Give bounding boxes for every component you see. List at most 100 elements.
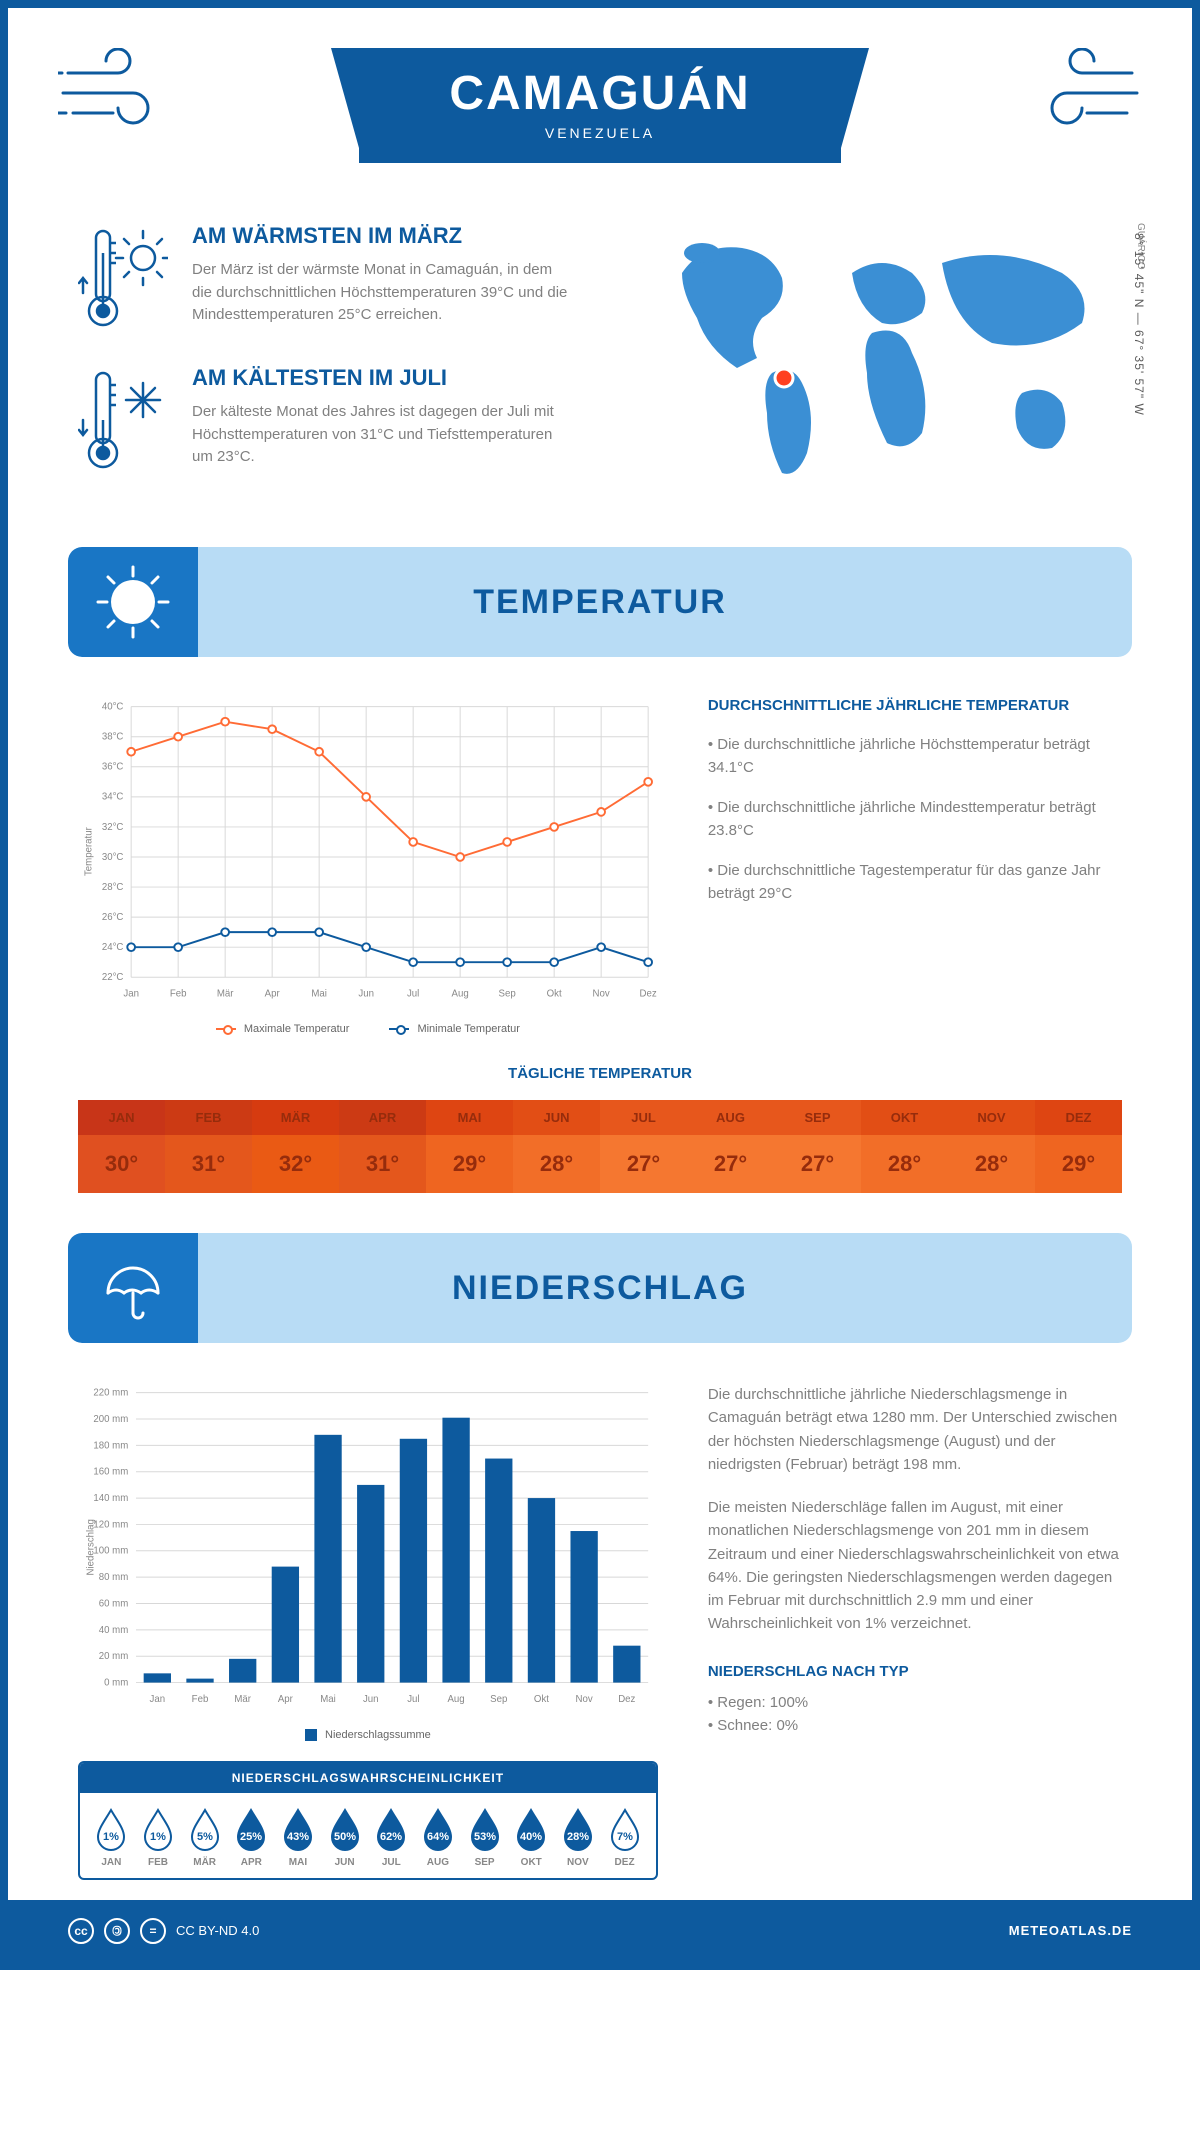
svg-text:38°C: 38°C bbox=[102, 732, 124, 743]
svg-text:200 mm: 200 mm bbox=[93, 1414, 128, 1425]
coordinates: 8° 15' 45" N — 67° 35' 57" W bbox=[1132, 233, 1146, 416]
svg-text:Jul: Jul bbox=[407, 989, 419, 1000]
svg-text:Mai: Mai bbox=[320, 1694, 336, 1705]
svg-text:Aug: Aug bbox=[448, 1694, 465, 1705]
temp-info-title: DURCHSCHNITTLICHE JÄHRLICHE TEMPERATUR bbox=[708, 697, 1122, 714]
precip-text-2: Die meisten Niederschläge fallen im Augu… bbox=[708, 1496, 1122, 1636]
footer: cc 🄯 = CC BY-ND 4.0 METEOATLAS.DE bbox=[8, 1900, 1192, 1962]
wind-icon-right bbox=[1032, 48, 1142, 138]
svg-text:Jul: Jul bbox=[407, 1694, 419, 1705]
svg-text:Okt: Okt bbox=[547, 989, 562, 1000]
precip-type-item: • Schnee: 0% bbox=[708, 1714, 1122, 1737]
temp-col: MAI29° bbox=[426, 1100, 513, 1193]
temp-col: JUL27° bbox=[600, 1100, 687, 1193]
svg-text:24°C: 24°C bbox=[102, 942, 124, 953]
nd-icon: = bbox=[140, 1918, 166, 1944]
temperature-banner: TEMPERATUR bbox=[68, 547, 1132, 657]
svg-text:Feb: Feb bbox=[170, 989, 187, 1000]
svg-text:30°C: 30°C bbox=[102, 852, 124, 863]
precip-legend: Niederschlagssumme bbox=[78, 1729, 658, 1741]
prob-cell: 5%MÄR bbox=[181, 1807, 228, 1868]
svg-text:60 mm: 60 mm bbox=[99, 1599, 129, 1610]
svg-text:Sep: Sep bbox=[490, 1694, 507, 1705]
prob-title: NIEDERSCHLAGSWAHRSCHEINLICHKEIT bbox=[80, 1763, 656, 1793]
precip-type-title: NIEDERSCHLAG NACH TYP bbox=[708, 1660, 1122, 1683]
svg-text:Jan: Jan bbox=[150, 1694, 166, 1705]
svg-text:Jan: Jan bbox=[123, 989, 139, 1000]
svg-text:40°C: 40°C bbox=[102, 702, 124, 713]
title-banner: CAMAGUÁN VENEZUELA bbox=[359, 48, 840, 163]
temperature-legend: Maximale Temperatur Minimale Temperatur bbox=[78, 1023, 658, 1035]
svg-text:7%: 7% bbox=[617, 1831, 633, 1843]
svg-text:28%: 28% bbox=[567, 1831, 589, 1843]
coldest-fact: AM KÄLTESTEN IM JULI Der kälteste Monat … bbox=[78, 365, 602, 475]
svg-text:80 mm: 80 mm bbox=[99, 1572, 129, 1583]
svg-text:Okt: Okt bbox=[534, 1694, 549, 1705]
prob-cell: 64%AUG bbox=[415, 1807, 462, 1868]
prob-cell: 25%APR bbox=[228, 1807, 275, 1868]
thermometer-snow-icon bbox=[78, 365, 168, 475]
wind-icon-left bbox=[58, 48, 168, 138]
coldest-title: AM KÄLTESTEN IM JULI bbox=[192, 365, 572, 391]
temp-col: OKT28° bbox=[861, 1100, 948, 1193]
temp-col: FEB31° bbox=[165, 1100, 252, 1193]
svg-text:32°C: 32°C bbox=[102, 822, 124, 833]
svg-text:43%: 43% bbox=[287, 1831, 309, 1843]
svg-text:220 mm: 220 mm bbox=[93, 1388, 128, 1399]
svg-text:Jun: Jun bbox=[358, 989, 374, 1000]
svg-text:180 mm: 180 mm bbox=[93, 1441, 128, 1452]
svg-text:Aug: Aug bbox=[452, 989, 469, 1000]
prob-cell: 43%MAI bbox=[275, 1807, 322, 1868]
temp-col: AUG27° bbox=[687, 1100, 774, 1193]
svg-text:20 mm: 20 mm bbox=[99, 1651, 129, 1662]
svg-text:40 mm: 40 mm bbox=[99, 1625, 129, 1636]
temp-col: MÄR32° bbox=[252, 1100, 339, 1193]
prob-cell: 7%DEZ bbox=[601, 1807, 648, 1868]
svg-text:50%: 50% bbox=[334, 1831, 356, 1843]
temp-bullet: Die durchschnittliche jährliche Mindestt… bbox=[708, 797, 1122, 842]
temp-bullet: Die durchschnittliche jährliche Höchstte… bbox=[708, 734, 1122, 779]
temp-col: JAN30° bbox=[78, 1100, 165, 1193]
map-svg bbox=[642, 223, 1122, 483]
precip-type-item: • Regen: 100% bbox=[708, 1691, 1122, 1714]
temperature-info: DURCHSCHNITTLICHE JÄHRLICHE TEMPERATUR D… bbox=[708, 697, 1122, 1035]
svg-text:Mär: Mär bbox=[217, 989, 234, 1000]
world-map: GUÁRICO 8° 15' 45" N — 67° 35' 57" W bbox=[642, 223, 1122, 507]
header: CAMAGUÁN VENEZUELA bbox=[8, 8, 1192, 193]
sun-icon bbox=[93, 562, 173, 642]
svg-text:Sep: Sep bbox=[499, 989, 516, 1000]
brand: METEOATLAS.DE bbox=[1009, 1923, 1132, 1938]
intro-section: AM WÄRMSTEN IM MÄRZ Der März ist der wär… bbox=[8, 193, 1192, 547]
temperature-title: TEMPERATUR bbox=[473, 583, 727, 622]
svg-text:Dez: Dez bbox=[640, 989, 657, 1000]
prob-cell: 1%FEB bbox=[135, 1807, 182, 1868]
prob-cell: 53%SEP bbox=[461, 1807, 508, 1868]
svg-text:64%: 64% bbox=[427, 1831, 449, 1843]
prob-cell: 1%JAN bbox=[88, 1807, 135, 1868]
svg-text:26°C: 26°C bbox=[102, 912, 124, 923]
svg-text:62%: 62% bbox=[380, 1831, 402, 1843]
temp-col: JUN28° bbox=[513, 1100, 600, 1193]
precip-chart-column: 0 mm20 mm40 mm60 mm80 mm100 mm120 mm140 … bbox=[78, 1383, 658, 1880]
coldest-text: Der kälteste Monat des Jahres ist dagege… bbox=[192, 401, 572, 469]
precip-chart: 0 mm20 mm40 mm60 mm80 mm100 mm120 mm140 … bbox=[78, 1383, 658, 1712]
temp-col: APR31° bbox=[339, 1100, 426, 1193]
svg-text:Nov: Nov bbox=[576, 1694, 593, 1705]
daily-temperature: TÄGLICHE TEMPERATUR JAN30°FEB31°MÄR32°AP… bbox=[8, 1065, 1192, 1233]
temp-col: SEP27° bbox=[774, 1100, 861, 1193]
svg-text:Jun: Jun bbox=[363, 1694, 379, 1705]
svg-text:Niederschlag: Niederschlag bbox=[85, 1519, 96, 1575]
prob-cell: 62%JUL bbox=[368, 1807, 415, 1868]
warmest-fact: AM WÄRMSTEN IM MÄRZ Der März ist der wär… bbox=[78, 223, 602, 333]
svg-text:Nov: Nov bbox=[593, 989, 610, 1000]
svg-text:Mai: Mai bbox=[311, 989, 327, 1000]
svg-text:40%: 40% bbox=[520, 1831, 542, 1843]
city-title: CAMAGUÁN bbox=[449, 66, 750, 121]
svg-text:140 mm: 140 mm bbox=[93, 1493, 128, 1504]
svg-text:22°C: 22°C bbox=[102, 972, 124, 983]
svg-text:34°C: 34°C bbox=[102, 792, 124, 803]
temp-col: DEZ29° bbox=[1035, 1100, 1122, 1193]
svg-text:36°C: 36°C bbox=[102, 762, 124, 773]
svg-text:0 mm: 0 mm bbox=[104, 1678, 128, 1689]
temp-col: NOV28° bbox=[948, 1100, 1035, 1193]
